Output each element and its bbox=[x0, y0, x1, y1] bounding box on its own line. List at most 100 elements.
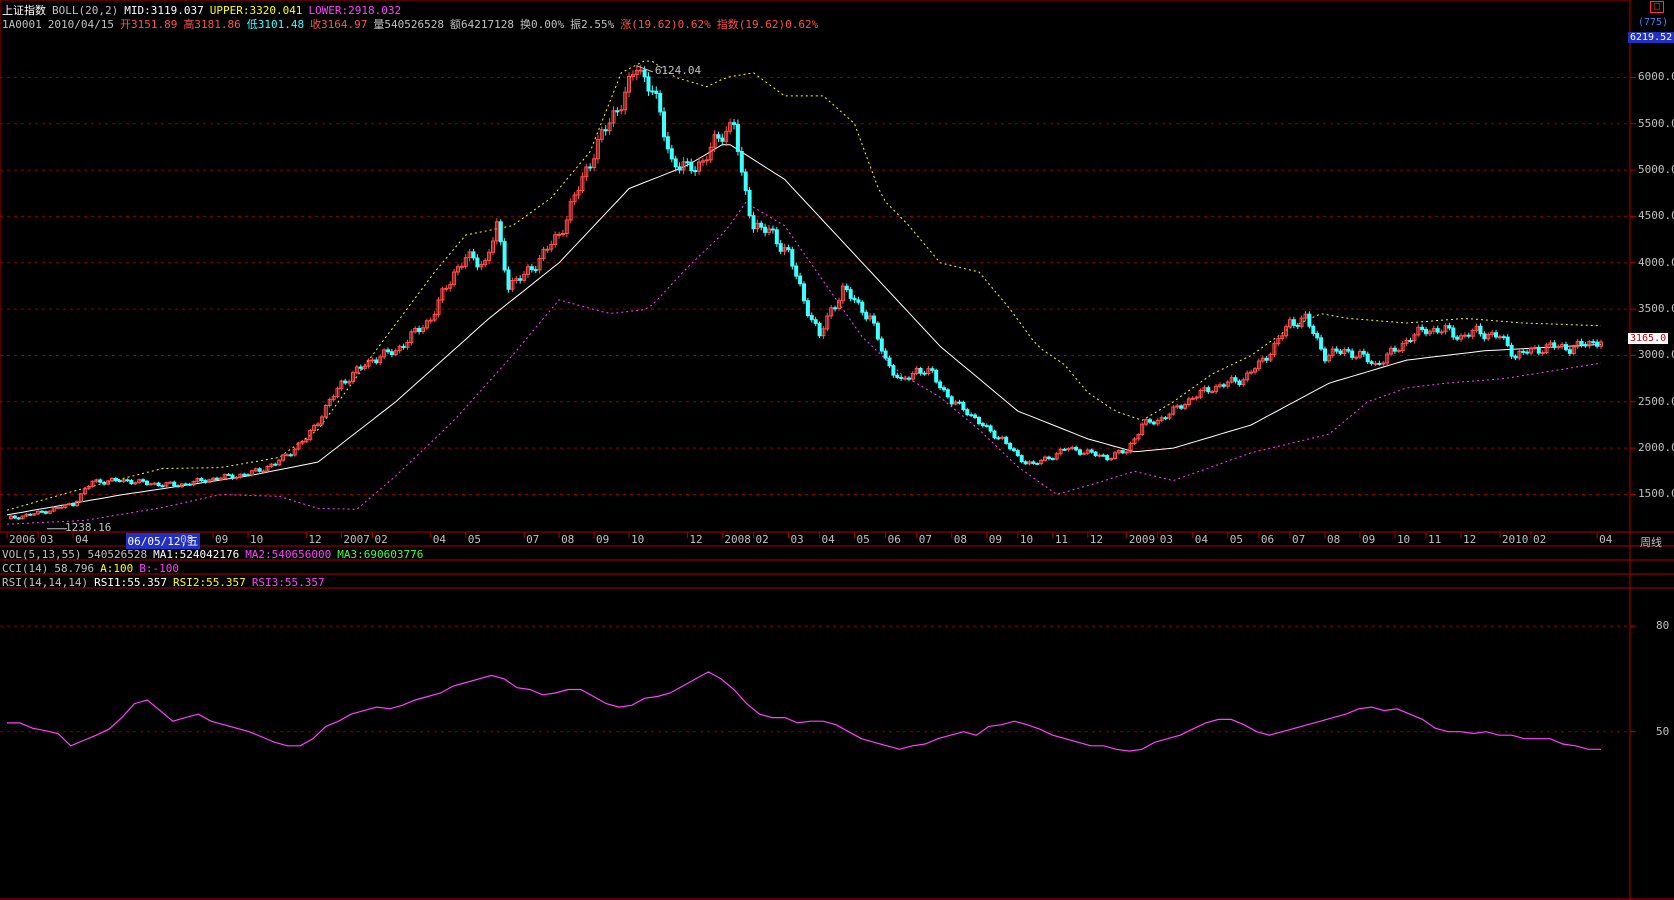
candle-up bbox=[1490, 332, 1495, 335]
candle-down bbox=[1350, 350, 1355, 358]
selected-date-label: 06/05/12,五 bbox=[125, 533, 201, 549]
candle-up bbox=[491, 240, 495, 253]
candle-up bbox=[137, 479, 142, 484]
candle-down bbox=[506, 269, 511, 290]
candle-down bbox=[669, 148, 674, 160]
candle-up bbox=[1412, 334, 1417, 342]
candle-up bbox=[1381, 362, 1386, 365]
bar-count: (775) bbox=[1638, 17, 1669, 28]
index-code: 1A0001 bbox=[2, 18, 42, 31]
candle-down bbox=[1455, 336, 1460, 340]
candle-up bbox=[382, 349, 387, 358]
candle-up bbox=[207, 479, 212, 483]
candle-up bbox=[90, 480, 95, 487]
candle-up bbox=[1416, 326, 1421, 336]
candle-down bbox=[739, 151, 744, 173]
candle-down bbox=[848, 289, 853, 299]
candle-up bbox=[296, 442, 301, 450]
candle-up bbox=[51, 507, 56, 512]
rsi1-path bbox=[7, 671, 1601, 752]
candle-down bbox=[685, 161, 690, 164]
index-title[interactable]: 上证指数 bbox=[2, 4, 46, 17]
candle-up bbox=[335, 388, 340, 398]
candle-down bbox=[973, 414, 978, 418]
candle-down bbox=[417, 328, 422, 332]
period-button[interactable]: 周线 bbox=[1640, 536, 1662, 549]
date-tick-label: 10 bbox=[1396, 533, 1411, 546]
rsi3-value: RSI3:55.357 bbox=[251, 576, 325, 589]
candle-down bbox=[1525, 351, 1530, 354]
candle-up bbox=[300, 441, 305, 444]
candle-up bbox=[1486, 334, 1491, 340]
date-tick-label: 12 bbox=[308, 533, 322, 546]
candle-down bbox=[1365, 353, 1370, 363]
date-tick-label: 09 bbox=[988, 533, 1002, 546]
candle-up bbox=[561, 233, 565, 235]
candle-up bbox=[1186, 398, 1191, 405]
candle-up bbox=[1459, 335, 1463, 340]
candle-down bbox=[763, 226, 768, 233]
price-tick-label: 5500.0 bbox=[1638, 116, 1674, 130]
candle-down bbox=[176, 485, 181, 488]
candle-up bbox=[436, 299, 441, 315]
candle-up bbox=[564, 219, 569, 234]
date-tick-label: 03 bbox=[40, 533, 54, 546]
candle-up bbox=[537, 257, 542, 271]
candle-up bbox=[553, 234, 558, 245]
candle-up bbox=[366, 359, 371, 367]
candle-down bbox=[794, 265, 799, 277]
candle-up bbox=[281, 454, 285, 461]
candle-up bbox=[782, 247, 787, 252]
candle-up bbox=[1113, 452, 1117, 459]
candle-down bbox=[588, 166, 593, 169]
candle-up bbox=[1385, 353, 1390, 364]
candle-up bbox=[1587, 341, 1592, 347]
boll-name: BOLL(20,2) bbox=[52, 4, 119, 17]
candle-up bbox=[522, 273, 527, 281]
candle-down bbox=[1105, 455, 1110, 461]
cci-value: 58.796 bbox=[54, 562, 95, 575]
cci-name: CCI(14) bbox=[2, 562, 49, 575]
date-tick-label: 2007 bbox=[343, 533, 370, 546]
candle-up bbox=[362, 365, 367, 369]
candle-down bbox=[1595, 341, 1600, 347]
candle-down bbox=[1567, 349, 1572, 354]
candle-down bbox=[242, 473, 247, 476]
window-restore-icon[interactable]: □ bbox=[1650, 1, 1664, 13]
candle-up bbox=[767, 228, 771, 233]
candle-down bbox=[1377, 362, 1382, 365]
candle-up bbox=[20, 515, 25, 520]
candle-up bbox=[1256, 360, 1261, 370]
candle-down bbox=[852, 297, 857, 301]
candle-up bbox=[75, 500, 79, 507]
candle-down bbox=[98, 479, 103, 483]
candle-up bbox=[545, 248, 550, 251]
candle-up bbox=[1214, 385, 1219, 393]
candle-down bbox=[129, 480, 134, 485]
candle-up bbox=[572, 194, 577, 203]
candle-up bbox=[825, 315, 830, 330]
candle-up bbox=[837, 300, 841, 310]
date-tick-label: 09 bbox=[596, 533, 610, 546]
candle-down bbox=[988, 425, 993, 432]
close-value: 收3164.97 bbox=[310, 18, 368, 31]
candle-up bbox=[428, 319, 433, 322]
date-tick-label: 05 bbox=[467, 533, 481, 546]
candle-down bbox=[716, 134, 721, 139]
candle-down bbox=[743, 171, 748, 192]
rsi-indicator-row[interactable]: RSI(14,14,14) RSI1:55.357 RSI2:55.357 RSI3:… bbox=[2, 576, 331, 589]
candle-up bbox=[1268, 353, 1273, 361]
candle-up bbox=[700, 160, 705, 163]
candle-up bbox=[592, 158, 597, 169]
candle-up bbox=[347, 381, 352, 384]
vol-indicator-row[interactable]: VOL(5,13,55) 540526528 MA1:524042176 MA2:54… bbox=[2, 548, 429, 561]
boll-mid-line bbox=[6, 144, 1602, 516]
vol-ma2: MA2:540656000 bbox=[245, 548, 332, 561]
candle-up bbox=[1548, 342, 1553, 346]
cci-indicator-row[interactable]: CCI(14) 58.796 A:100 B:-100 bbox=[2, 562, 185, 575]
max-price-label: 6219.52 bbox=[1628, 32, 1674, 43]
candle-down bbox=[673, 158, 678, 168]
candle-down bbox=[102, 481, 107, 485]
candle-up bbox=[1245, 372, 1250, 381]
